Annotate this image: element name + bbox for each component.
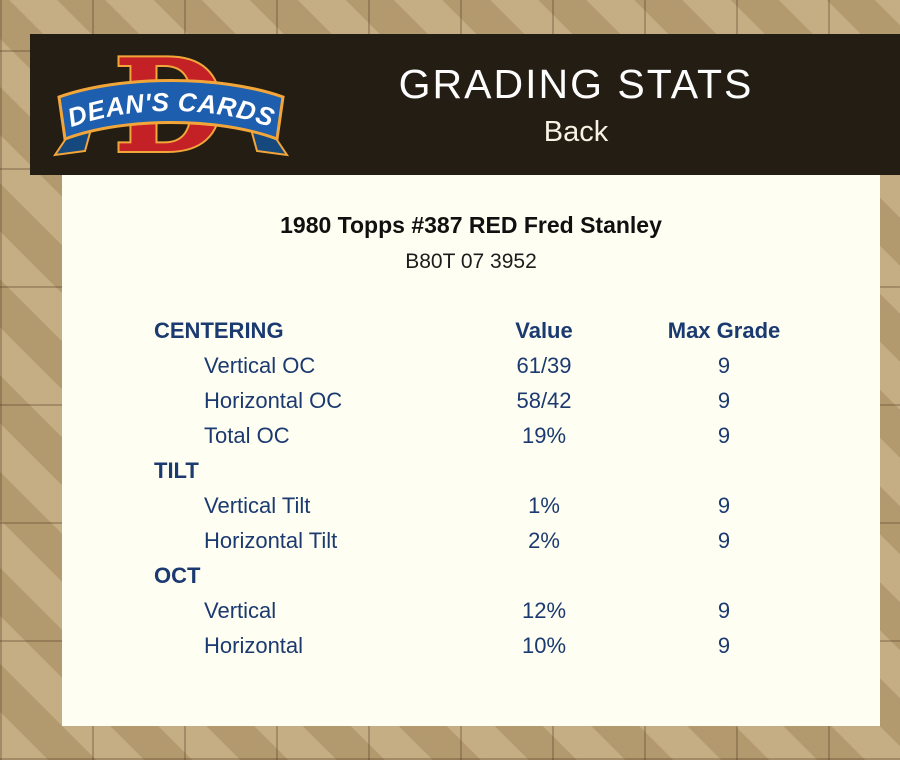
logo-ribbon-band: [57, 78, 285, 141]
table-row-horizontal-oc: Horizontal OC 58/42 9: [154, 383, 824, 418]
row-max-grade: 9: [717, 492, 731, 518]
top-bar: D DEAN'S CARDS GRADING STATS Back: [30, 34, 900, 175]
section-label: TILT: [154, 457, 199, 483]
row-max-grade: 9: [717, 422, 731, 448]
table-row-oct-vertical: Vertical 12% 9: [154, 593, 824, 628]
row-value: 12%: [521, 597, 567, 623]
section-header-tilt: TILT: [154, 453, 824, 488]
section-label: OCT: [154, 562, 201, 588]
table-row-total-oc: Total OC 19% 9: [154, 418, 824, 453]
row-value: 2%: [528, 527, 560, 553]
section-header-oct: OCT: [154, 558, 824, 593]
row-value: 61/39: [516, 352, 572, 378]
page-title: GRADING STATS: [398, 60, 754, 107]
row-max-grade: 9: [717, 387, 731, 413]
table-header-row: CENTERING Value Max Grade: [154, 313, 824, 348]
row-label: Vertical: [204, 597, 277, 623]
deans-cards-logo-svg: D DEAN'S CARDS: [52, 39, 290, 171]
grading-stats-table: CENTERING Value Max Grade Vertical OC 61…: [154, 313, 824, 663]
header-text-block: GRADING STATS Back: [296, 61, 900, 149]
deans-cards-logo: D DEAN'S CARDS: [46, 39, 296, 171]
row-label: Total OC: [204, 422, 290, 448]
card-title: 1980 Topps #387 RED Fred Stanley: [280, 212, 662, 238]
row-label: Horizontal: [204, 632, 304, 658]
row-value: 1%: [528, 492, 560, 518]
column-header-max-grade: Max Grade: [667, 317, 781, 343]
table-row-vertical-oc: Vertical OC 61/39 9: [154, 348, 824, 383]
row-label: Horizontal Tilt: [204, 527, 338, 553]
row-max-grade: 9: [717, 632, 731, 658]
row-max-grade: 9: [717, 597, 731, 623]
row-max-grade: 9: [717, 527, 731, 553]
row-value: 58/42: [516, 387, 572, 413]
row-max-grade: 9: [717, 352, 731, 378]
card-code: B80T 07 3952: [405, 250, 537, 273]
row-label: Vertical OC: [204, 352, 316, 378]
row-value: 19%: [521, 422, 567, 448]
column-header-centering: CENTERING: [154, 317, 284, 343]
column-header-value: Value: [515, 317, 573, 343]
row-label: Horizontal OC: [204, 387, 343, 413]
table-row-oct-horizontal: Horizontal 10% 9: [154, 628, 824, 663]
page-subtitle-back: Back: [543, 115, 609, 148]
table-row-vertical-tilt: Vertical Tilt 1% 9: [154, 488, 824, 523]
row-value: 10%: [521, 632, 567, 658]
table-row-horizontal-tilt: Horizontal Tilt 2% 9: [154, 523, 824, 558]
row-label: Vertical Tilt: [204, 492, 311, 518]
stats-panel: 1980 Topps #387 RED Fred Stanley B80T 07…: [62, 175, 880, 726]
